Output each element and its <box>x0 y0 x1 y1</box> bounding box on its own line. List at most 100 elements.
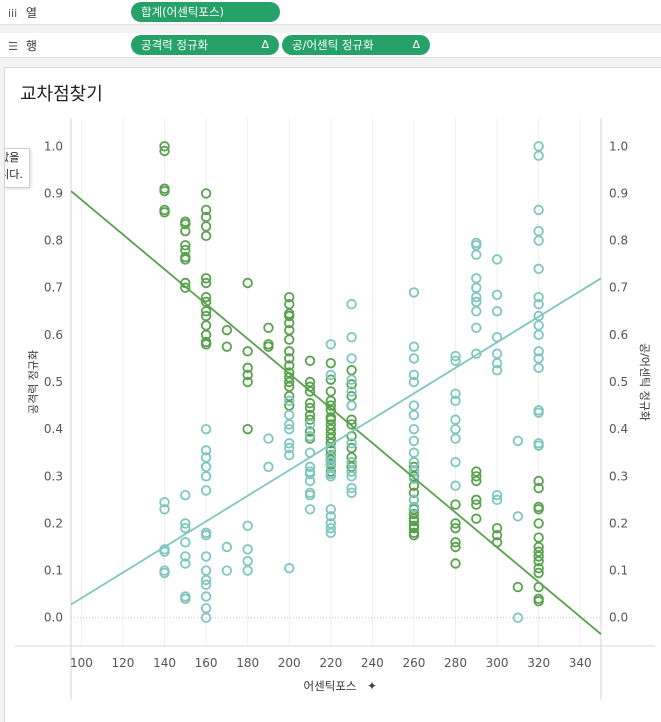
point-attack <box>408 522 420 534</box>
pill-authentic-force-sum[interactable]: 합계(어센틱포스) <box>131 2 280 22</box>
y-tick-label-right: 1.0 <box>609 139 628 153</box>
point-attack <box>346 365 357 376</box>
y-axis-title-left: 공격력 정규화 <box>27 350 40 414</box>
point-ratio <box>533 362 544 374</box>
x-tick-label: 280 <box>444 656 467 670</box>
point-attack <box>242 369 253 381</box>
point-attack <box>284 376 295 388</box>
x-tick-label: 160 <box>195 656 218 670</box>
y-tick-label-left: 0.9 <box>44 186 63 200</box>
point-ratio <box>491 494 503 506</box>
point-ratio <box>263 433 274 444</box>
point-ratio <box>408 376 420 388</box>
point-ratio <box>471 322 482 333</box>
point-ratio <box>325 339 337 350</box>
pill-attack-normalized[interactable]: 공격력 정규화 Δ <box>131 35 279 55</box>
point-ratio <box>408 435 420 447</box>
point-ratio <box>491 489 503 501</box>
point-attack <box>346 414 357 425</box>
point-ratio <box>304 504 316 515</box>
y-tick-label-left: 0.7 <box>44 281 63 295</box>
point-ratio <box>221 565 233 576</box>
y-tick-label-right: 0.5 <box>609 375 628 389</box>
point-ratio <box>284 442 295 454</box>
point-ratio <box>533 150 544 161</box>
point-ratio <box>159 504 170 515</box>
pin-icon: ✦ <box>367 679 377 693</box>
point-ratio <box>325 369 337 381</box>
trend-line-ratio <box>71 277 601 606</box>
pill-ratio-normalized-label: 공/어센틱 정규화 <box>292 38 374 52</box>
point-attack <box>284 360 295 371</box>
point-ratio <box>180 537 191 548</box>
point-ratio <box>533 407 544 418</box>
point-ratio <box>325 522 337 534</box>
worksheet: 교차점찾기 0.0 0.0 0.1 0.1 0.2 0.2 0.3 0.3 0.4 0.4 0.5 0… <box>4 67 661 722</box>
point-ratio <box>284 563 295 574</box>
point-ratio <box>533 329 544 341</box>
point-attack <box>533 504 544 515</box>
point-attack <box>180 225 191 237</box>
point-attack <box>284 317 295 329</box>
y-tick-label-left: 0.3 <box>44 469 63 483</box>
scatter-chart[interactable]: 0.0 0.0 0.1 0.1 0.2 0.2 0.3 0.3 0.4 0.4 0.5 0.5 0.6 0… <box>5 68 661 722</box>
point-ratio <box>200 591 212 602</box>
point-attack <box>304 426 316 437</box>
point-ratio <box>408 473 420 484</box>
point-ratio <box>491 306 503 317</box>
point-ratio <box>180 551 191 562</box>
point-ratio <box>512 612 524 623</box>
point-ratio <box>533 291 544 303</box>
point-ratio <box>263 461 274 473</box>
point-attack <box>533 475 544 487</box>
x-tick-label: 260 <box>402 656 425 670</box>
point-ratio <box>512 435 524 447</box>
point-ratio <box>325 456 337 468</box>
point-ratio <box>408 287 420 298</box>
point-ratio <box>325 511 337 522</box>
point-ratio <box>159 567 170 579</box>
point-ratio <box>284 423 295 435</box>
sheet-title: 교차점찾기 <box>20 84 103 105</box>
columns-shelf: iii 열 합계(어센틱포스) <box>0 0 661 25</box>
point-attack <box>180 240 191 251</box>
point-attack <box>200 188 212 199</box>
point-attack <box>284 346 295 357</box>
point-attack <box>180 218 191 230</box>
x-tick-label: 100 <box>70 656 93 670</box>
point-attack <box>159 141 170 152</box>
point-ratio <box>304 431 316 442</box>
point-attack <box>325 374 337 385</box>
point-ratio <box>346 353 357 364</box>
point-ratio <box>325 527 337 539</box>
x-tick-label: 120 <box>112 656 135 670</box>
point-attack <box>491 530 503 541</box>
point-attack <box>180 254 191 265</box>
x-tick-label: 200 <box>278 656 301 670</box>
point-attack <box>200 273 212 284</box>
rows-label: 행 <box>25 39 37 53</box>
point-attack <box>304 355 316 366</box>
delta-icon: Δ <box>412 38 420 51</box>
point-ratio <box>471 249 482 260</box>
point-ratio <box>304 461 316 473</box>
tooltip-line-1: 정값을 <box>5 151 20 164</box>
y-tick-label-left: 0.1 <box>44 564 63 578</box>
point-attack <box>304 398 316 409</box>
columns-shelf-label: iii 열 <box>8 4 37 21</box>
point-attack <box>325 438 337 449</box>
point-ratio <box>408 341 420 352</box>
point-ratio <box>284 419 295 430</box>
point-ratio <box>304 419 316 430</box>
y-tick-label-right: 0.0 <box>609 611 628 625</box>
point-attack <box>450 522 461 534</box>
point-ratio <box>180 558 191 569</box>
x-tick-label: 300 <box>486 656 509 670</box>
point-attack <box>512 581 524 593</box>
y-tick-label-right: 0.3 <box>609 469 628 483</box>
point-ratio <box>533 346 544 357</box>
pill-ratio-normalized[interactable]: 공/어센틱 정규화 Δ <box>282 35 430 55</box>
point-attack <box>408 515 420 527</box>
point-ratio <box>200 612 212 623</box>
point-ratio <box>346 374 357 385</box>
